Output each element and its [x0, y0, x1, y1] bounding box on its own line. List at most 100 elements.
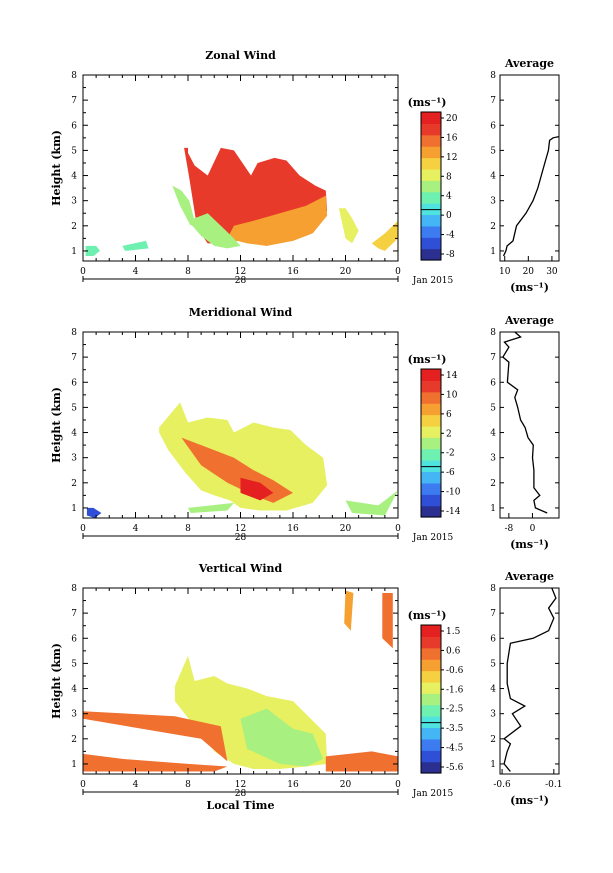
profile-y-tick-label: 6: [490, 378, 496, 388]
colorbar-swatch: [421, 425, 441, 438]
profile-y-tick-label: 2: [490, 735, 496, 745]
profile-title: Average: [504, 570, 554, 583]
y-tick-label: 1: [71, 760, 77, 770]
colorbar-swatch: [421, 180, 441, 193]
profile-y-tick-label: 8: [490, 328, 496, 338]
profile-x-label: (ms⁻¹): [510, 281, 549, 294]
y-tick-label: 7: [71, 96, 77, 106]
profile-y-tick-label: 8: [490, 584, 496, 594]
x-tick-label: 20: [340, 524, 352, 534]
colorbar-swatch: [421, 146, 441, 159]
x-tick-label: 0: [80, 780, 86, 790]
colorbar-swatch: [421, 448, 441, 461]
y-tick-label: 5: [71, 659, 77, 669]
y-tick-label: 1: [71, 247, 77, 257]
profile-y-tick-label: 2: [490, 222, 496, 232]
colorbar-tick-label: 0.6: [446, 646, 461, 656]
colorbar-frame: [420, 624, 442, 774]
date-label: 28: [235, 533, 247, 543]
x-tick-label: 12: [235, 524, 246, 534]
colorbar-tick-label: -5.6: [446, 763, 464, 773]
data-region: [240, 477, 274, 501]
data-region: [181, 437, 293, 503]
panel-title: Vertical Wind: [198, 562, 283, 575]
colorbar-tick-label: -3.5: [446, 724, 464, 734]
x-tick-label: 20: [340, 267, 352, 277]
data-region: [188, 502, 234, 513]
colorbar-swatch: [421, 403, 441, 416]
x-tick-label: 8: [185, 780, 191, 790]
panel-title: Zonal Wind: [205, 49, 276, 62]
colorbar-swatch: [421, 727, 441, 740]
colorbar-swatch: [421, 391, 441, 404]
colorbar-swatch: [421, 369, 441, 381]
data-region: [345, 490, 398, 516]
data-region: [240, 708, 324, 767]
colorbar-tick-label: 12: [446, 153, 457, 163]
profile-y-tick-label: 5: [490, 146, 496, 156]
profile-y-tick-label: 3: [490, 454, 496, 464]
profile-y-tick-label: 7: [490, 609, 496, 619]
y-tick-label: 4: [71, 685, 77, 695]
y-tick-label: 3: [71, 710, 77, 720]
y-axis-label: Height (km): [50, 130, 63, 206]
profile-y-tick-label: 5: [490, 403, 496, 413]
colorbar-tick-label: -14: [446, 507, 461, 517]
colorbar-tick-label: -4.5: [446, 744, 464, 754]
colorbar-swatch: [421, 437, 441, 450]
data-region: [382, 593, 393, 649]
data-region: [172, 185, 195, 226]
profile-y-tick-label: 1: [490, 504, 496, 514]
profile-y-tick-label: 6: [490, 634, 496, 644]
colorbar-swatch: [421, 225, 441, 238]
profile-title: Average: [504, 57, 554, 70]
colorbar-swatch: [421, 191, 441, 204]
date-label: 28: [235, 789, 247, 799]
colorbar-swatch: [421, 414, 441, 427]
x-tick-label: 12: [235, 780, 246, 790]
x-tick-label: 0: [395, 524, 401, 534]
y-tick-label: 8: [71, 71, 77, 81]
x-tick-label: 4: [133, 780, 139, 790]
data-region: [227, 195, 328, 246]
colorbar-swatch: [421, 482, 441, 495]
x-tick-label: 0: [80, 267, 86, 277]
profile-y-tick-label: 4: [490, 685, 496, 695]
colorbar-swatch: [421, 494, 441, 507]
data-region: [371, 220, 398, 251]
x-tick-label: 4: [133, 524, 139, 534]
y-tick-label: 1: [71, 504, 77, 514]
x-tick-label: 8: [185, 267, 191, 277]
colorbar-swatch: [421, 380, 441, 393]
colorbar-frame: [420, 368, 442, 518]
colorbar-swatch: [421, 625, 441, 637]
y-tick-label: 8: [71, 328, 77, 338]
profile-x-label: (ms⁻¹): [510, 794, 549, 807]
date-suffix: Jan 2015: [412, 789, 454, 799]
data-region: [188, 213, 241, 249]
colorbar-tick-label: 2: [446, 429, 452, 439]
colorbar-swatch: [421, 647, 441, 660]
x-tick-label: 12: [235, 267, 246, 277]
data-region: [83, 711, 228, 762]
colorbar-tick-label: -2: [446, 449, 455, 459]
colorbar-swatch: [421, 761, 441, 774]
x-tick-label: 4: [133, 267, 139, 277]
y-tick-label: 5: [71, 403, 77, 413]
colorbar-swatch: [421, 460, 441, 473]
y-tick-label: 7: [71, 609, 77, 619]
profile-y-tick-label: 1: [490, 247, 496, 257]
y-tick-label: 5: [71, 146, 77, 156]
colorbar-swatch: [421, 738, 441, 751]
colorbar-tick-label: 14: [446, 371, 458, 381]
x-tick-label: 0: [395, 267, 401, 277]
colorbar-swatch: [421, 505, 441, 518]
data-region: [83, 753, 228, 772]
colorbar-swatch: [421, 704, 441, 717]
x-tick-label: 20: [340, 780, 352, 790]
panel-title: Meridional Wind: [189, 306, 293, 319]
colorbar-swatch: [421, 681, 441, 694]
profile-y-tick-label: 1: [490, 760, 496, 770]
x-axis-label: Local Time: [207, 799, 275, 812]
profile-line: [502, 135, 560, 257]
